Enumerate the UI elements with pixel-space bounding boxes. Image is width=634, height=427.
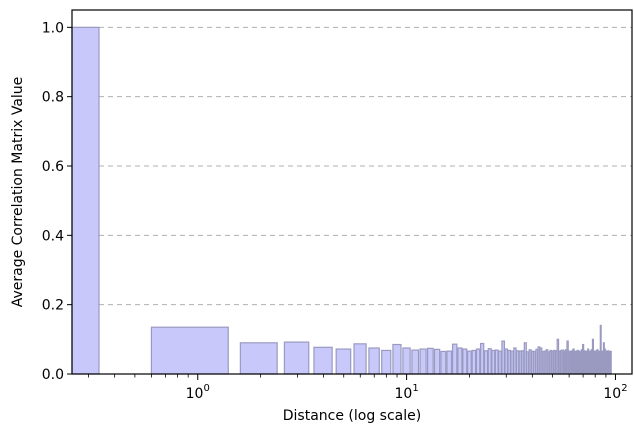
bar-distance-32 — [510, 350, 514, 375]
x-tick-label: 102 — [603, 383, 627, 402]
x-tick-exponent: 2 — [621, 383, 627, 394]
bar-distance-23 — [479, 342, 485, 375]
bar-distance-1 — [150, 326, 229, 375]
axes — [71, 9, 633, 375]
y-tick-label: 1.0 — [42, 20, 64, 36]
x-ticks: 100 101 102 — [88, 374, 628, 402]
x-tick-exponent: 0 — [203, 383, 209, 394]
bar-distance-28 — [498, 350, 502, 375]
bar-distance-95 — [609, 350, 612, 375]
bar-distance-19 — [462, 348, 468, 375]
bar-distance-18 — [457, 347, 463, 375]
bar-distance-33 — [513, 347, 517, 375]
bar-distance-9 — [392, 343, 402, 375]
y-tick-label: 0.8 — [42, 90, 64, 106]
bar-distance-5 — [335, 348, 352, 375]
y-tick-label: 0.6 — [42, 159, 64, 175]
bar-distance-36 — [521, 350, 525, 375]
bar-distance-12 — [419, 348, 427, 375]
bar-distance-6 — [353, 343, 367, 375]
bar-distance-30 — [504, 348, 509, 375]
bar-distance-44 — [539, 347, 543, 375]
bar-distance-17 — [451, 343, 458, 375]
x-tick-base: 10 — [395, 386, 413, 402]
y-tick-label: 0.2 — [42, 298, 64, 314]
bar-distance-21 — [471, 349, 477, 375]
bar-distance-3 — [283, 341, 310, 375]
bar-distance-45 — [541, 350, 545, 375]
y-tick-label: 0.0 — [42, 367, 64, 383]
gridlines — [72, 26, 632, 375]
bar-distance-16 — [446, 350, 453, 375]
bar-distance-11 — [411, 349, 420, 375]
y-ticks: 0.0 0.2 0.4 0.6 0.8 1.0 — [42, 20, 72, 383]
bar-distance-43 — [537, 346, 541, 375]
bar-distance-15 — [440, 350, 447, 375]
bar-distance-25 — [487, 348, 492, 375]
x-axis-label: Distance (log scale) — [283, 408, 421, 424]
bar-distance-40 — [530, 350, 534, 375]
x-tick-base: 10 — [603, 386, 621, 402]
bar-distance-8 — [381, 349, 392, 375]
y-axis-label: Average Correlation Matrix Value — [10, 77, 26, 308]
bar-distance-38 — [526, 351, 530, 375]
x-tick-base: 10 — [186, 386, 204, 402]
bar-distance-27 — [494, 349, 499, 375]
bar-distance-42 — [535, 348, 539, 375]
bar-distance-14 — [433, 348, 441, 375]
y-tick-label: 0.4 — [42, 228, 64, 244]
bars — [71, 26, 612, 375]
bar-distance-10 — [402, 347, 411, 375]
bar-distance-20 — [467, 350, 472, 375]
bar-distance-48 — [547, 351, 551, 375]
bar-distance-35 — [518, 350, 522, 375]
bar-distance-34 — [515, 350, 520, 375]
bar-distance-31 — [507, 349, 511, 375]
bar-distance-41 — [533, 350, 537, 375]
bar-distance-29 — [501, 340, 506, 375]
bar-distance-47 — [545, 349, 549, 375]
x-tick-label: 101 — [395, 383, 419, 402]
bar-distance-2 — [239, 342, 278, 375]
bar-distance-37 — [523, 342, 527, 375]
bar-distance-39 — [528, 349, 532, 375]
x-tick-exponent: 1 — [412, 383, 418, 394]
plot-frame — [71, 9, 633, 375]
x-tick-label: 100 — [186, 383, 210, 402]
bar-distance-22 — [475, 348, 481, 375]
bar-distance-4 — [313, 346, 333, 375]
bar-distance-24 — [483, 350, 489, 375]
bar-distance-13 — [426, 347, 434, 375]
bar-distance-7 — [368, 347, 380, 375]
bar-distance-0 — [71, 26, 100, 375]
bar-distance-46 — [543, 350, 547, 375]
bar-distance-26 — [491, 349, 496, 375]
